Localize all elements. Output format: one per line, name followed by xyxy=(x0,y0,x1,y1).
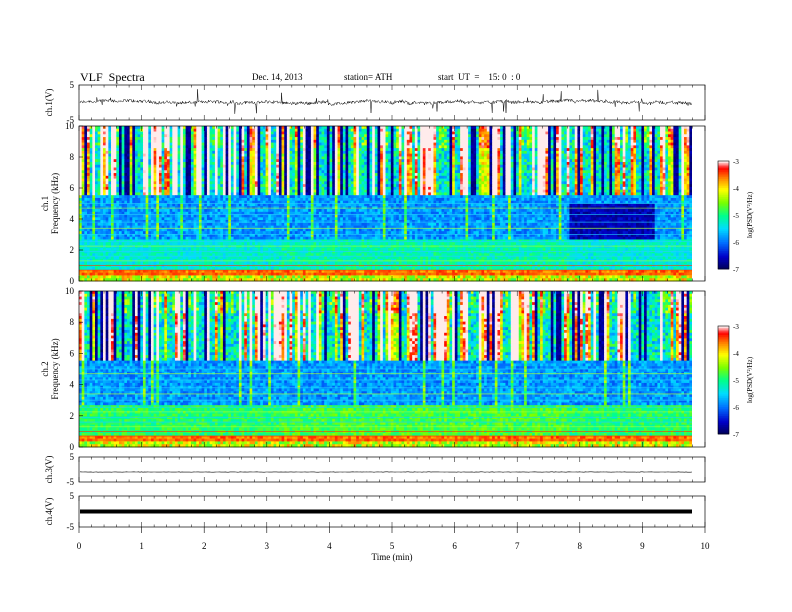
ch1-spectrogram-ytick: 10 xyxy=(65,121,75,131)
date-label: Dec. 14, 2013 xyxy=(252,72,303,82)
plot-title: VLF Spectra xyxy=(80,70,145,85)
ch2-spectrogram-ytick: 4 xyxy=(70,380,75,390)
ch1-spectrogram-ytick: 0 xyxy=(70,276,75,286)
xaxis-tick-label: 9 xyxy=(640,541,645,551)
ch1-spectrogram-colorbar-tick: -5 xyxy=(733,212,739,220)
ch2-spectrogram-colorbar-tick: -7 xyxy=(733,431,739,439)
xaxis-label: Time (min) xyxy=(372,552,413,562)
xaxis-tick-label: 2 xyxy=(202,541,207,551)
ch1-spectrogram-ytick: 8 xyxy=(70,152,75,162)
ch2-spectrogram-ytick: 8 xyxy=(70,317,75,327)
ch2-spectrogram-colorbar-tick: -3 xyxy=(733,323,739,331)
ch1-waveform-ytick-max: 5 xyxy=(70,80,75,90)
ch3-waveform-ylabel: ch.3(V) xyxy=(44,456,54,484)
ch2-spectrogram-colorbar xyxy=(717,325,730,435)
ch1-spectrogram-ylabel-channel: ch.1 xyxy=(40,196,50,211)
ch1-spectrogram-ytick: 4 xyxy=(70,214,75,224)
ch1-waveform-frame xyxy=(78,84,706,121)
ch1-spectrogram-colorbar-tick: -4 xyxy=(733,185,739,193)
ch3-waveform-ytick-max: 5 xyxy=(70,452,75,462)
xaxis-tick-label: 4 xyxy=(327,541,332,551)
ch4-waveform-ylabel: ch.4(V) xyxy=(44,498,54,526)
ch2-spectrogram-colorbar-tick: -6 xyxy=(733,404,739,412)
ch2-spectrogram-ylabel-freq: Frequency (kHz) xyxy=(50,338,60,399)
ch2-spectrogram-ytick: 2 xyxy=(70,411,75,421)
station-label: station= ATH xyxy=(344,72,392,82)
xaxis-tick-label: 5 xyxy=(390,541,395,551)
ch2-spectrogram xyxy=(79,291,705,448)
ch1-spectrogram-colorbar-tick: -7 xyxy=(733,266,739,274)
ch1-waveform-ytick-min: -5 xyxy=(67,115,75,125)
ch2-spectrogram-ytick: 6 xyxy=(70,348,75,358)
ch1-waveform xyxy=(79,89,692,114)
xaxis-tick-label: 10 xyxy=(701,541,711,551)
xaxis-tick-label: 1 xyxy=(139,541,144,551)
ch1-spectrogram-colorbar-tick: -3 xyxy=(733,158,739,166)
ch1-spectrogram-colorbar-tick: -6 xyxy=(733,239,739,247)
xaxis-tick-label: 8 xyxy=(578,541,583,551)
ch4-waveform-ytick-min: -5 xyxy=(67,522,75,532)
ch1-spectrogram-colorbar xyxy=(717,160,730,270)
ch2-spectrogram-colorbar-tick: -4 xyxy=(733,350,739,358)
ch2-spectrogram-colorbar-tick: -5 xyxy=(733,377,739,385)
ch2-spectrogram-ytick: 0 xyxy=(70,442,75,452)
ch1-waveform-trace xyxy=(79,89,692,114)
xaxis-tick-label: 3 xyxy=(265,541,270,551)
ch1-spectrogram-ylabel-freq: Frequency (kHz) xyxy=(50,173,60,234)
xaxis-tick-label: 0 xyxy=(77,541,82,551)
xaxis-tick-label: 6 xyxy=(452,541,457,551)
ch1-spectrogram xyxy=(79,126,705,282)
ch4-waveform-ytick-max: 5 xyxy=(70,491,75,501)
start-time-label: start UT = 15: 0 : 0 xyxy=(438,72,520,82)
ch3-waveform-ytick-min: -5 xyxy=(67,477,75,487)
ch2-spectrogram-colorbar-label: log(PSD(V²/Hz) xyxy=(746,356,754,403)
ch2-spectrogram-ytick: 10 xyxy=(65,286,75,296)
ch1-waveform-ylabel: ch.1(V) xyxy=(44,89,54,117)
ch2-spectrogram-ylabel-channel: ch.2 xyxy=(40,361,50,376)
xaxis-tick-label: 7 xyxy=(515,541,520,551)
ch1-spectrogram-colorbar-label: log(PSD(V²/Hz) xyxy=(746,191,754,238)
ch1-spectrogram-ytick: 2 xyxy=(70,245,75,255)
ch1-spectrogram-ytick: 6 xyxy=(70,183,75,193)
